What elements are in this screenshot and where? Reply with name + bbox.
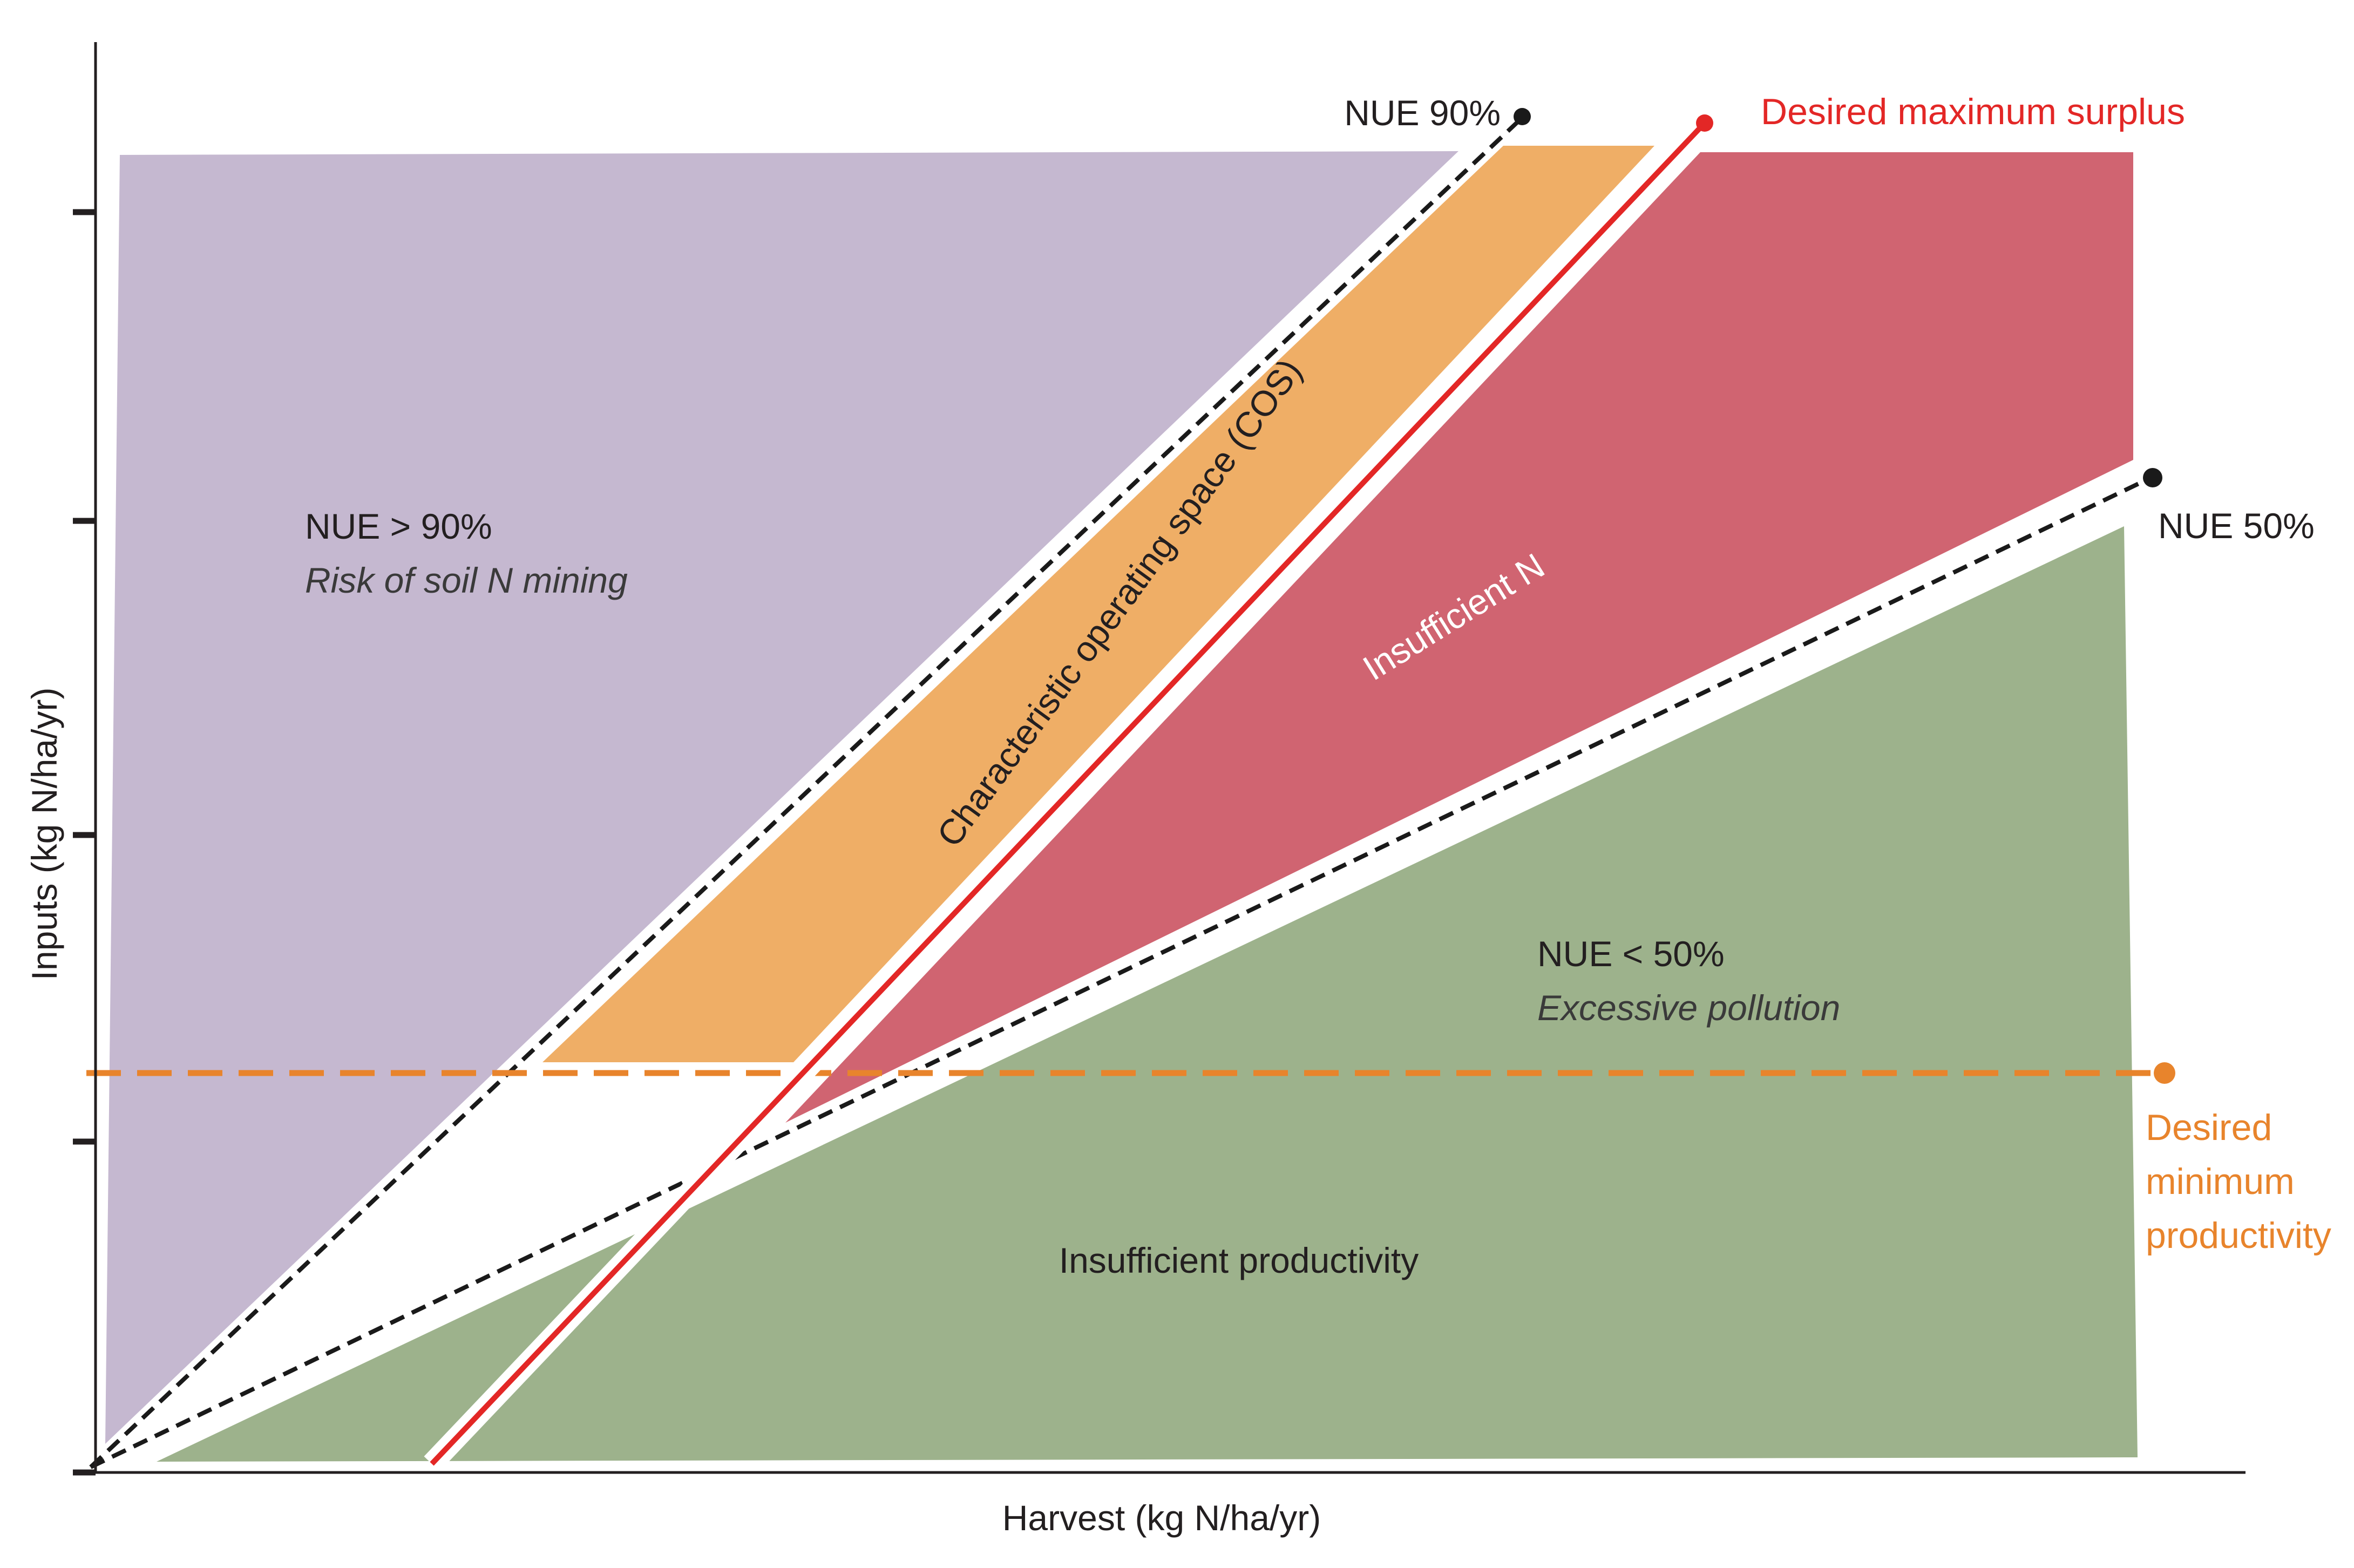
x-axis-label: Harvest (kg N/ha/yr) (1002, 1498, 1321, 1538)
nue90-marker (1514, 108, 1531, 125)
max-surplus-marker (1696, 114, 1713, 132)
pollution-title: NUE < 50% (1537, 934, 1725, 974)
min-productivity-label-1: Desired (2146, 1107, 2272, 1148)
mining-region (105, 151, 1458, 1444)
min-productivity-marker (2154, 1062, 2175, 1084)
min-productivity-label-3: productivity (2146, 1215, 2331, 1256)
nue90-line (89, 116, 1524, 1469)
mining-subtitle: Risk of soil N mining (305, 560, 628, 600)
nue50-label: NUE 50% (2158, 506, 2315, 546)
max-surplus-label: Desired maximum surplus (1761, 91, 2185, 132)
productivity-label: Insufficient productivity (1059, 1240, 1419, 1280)
nue50-line (90, 476, 2152, 1469)
min-productivity-label-2: minimum (2146, 1161, 2295, 1202)
pollution-subtitle: Excessive pollution (1537, 988, 1840, 1028)
nue50-marker (2143, 468, 2162, 487)
y-axis-label: Inputs (kg N/ha/yr) (24, 688, 64, 981)
nue90-label: NUE 90% (1344, 93, 1501, 133)
max-surplus-line (430, 121, 1707, 1466)
mining-title: NUE > 90% (305, 506, 492, 546)
insufficient-n-region (785, 152, 2133, 1123)
cos-region (542, 146, 1654, 1062)
